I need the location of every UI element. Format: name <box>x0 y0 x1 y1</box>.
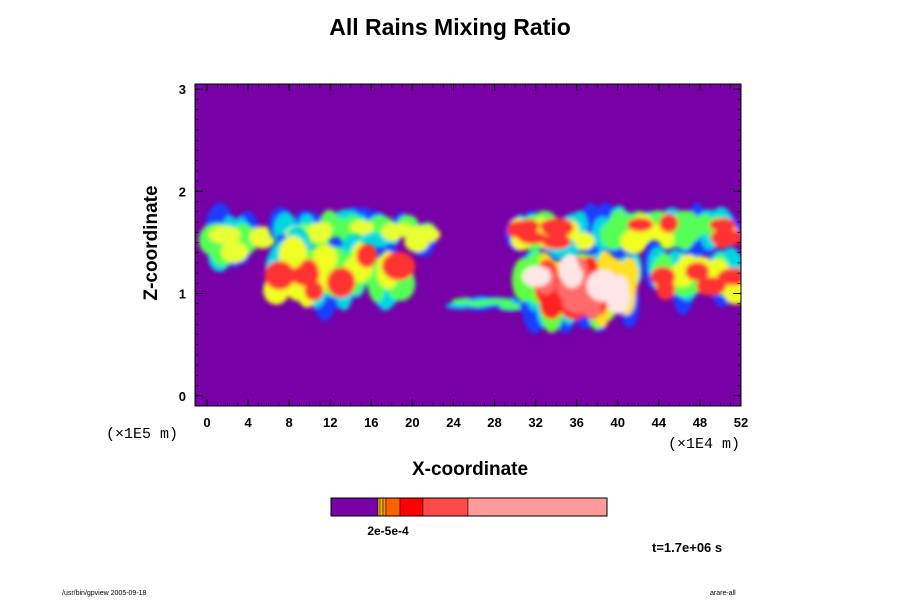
footer-left: /usr/bin/gpview 2005-09-18 <box>62 590 147 597</box>
x-tick-label: 4 <box>244 415 252 430</box>
rain-contour-blob <box>608 275 630 306</box>
colorbar-segment <box>379 497 384 517</box>
rain-contour-blob <box>208 225 241 244</box>
x-tick-label: 12 <box>323 415 337 430</box>
footer-right: arare-all <box>710 590 736 597</box>
rain-contour-blob <box>540 219 571 232</box>
x-tick-label: 28 <box>487 415 501 430</box>
rain-contour-blob <box>312 244 338 273</box>
x-tick-label: 0 <box>203 415 210 430</box>
rain-contour-blob <box>713 230 732 250</box>
x-tick-label: 20 <box>405 415 419 430</box>
x-tick-label: 52 <box>734 415 748 430</box>
rain-contour-blob <box>326 267 356 298</box>
colorbar-frame <box>330 497 608 517</box>
x-scale-label: (×1E4 m) <box>668 436 741 453</box>
x-tick-label: 48 <box>693 415 707 430</box>
rain-contour-blob <box>507 220 540 233</box>
y-tick-label: 1 <box>179 287 186 302</box>
rain-contour-blob <box>518 231 547 245</box>
rain-region <box>268 206 441 259</box>
rain-contour-blob <box>561 262 583 289</box>
x-tick-label: 8 <box>286 415 293 430</box>
rain-contour-blob <box>416 226 441 243</box>
colorbar-segment <box>385 497 401 517</box>
x-tick-label: 44 <box>652 415 667 430</box>
rain-contour-blob <box>685 262 710 281</box>
rain-contour-blob <box>541 233 572 250</box>
rain-contour-blob <box>298 259 319 286</box>
rain-contour-blob <box>627 217 654 232</box>
colorbar-segment <box>467 497 608 517</box>
rain-contour-blob <box>709 218 737 232</box>
rain-contour-blob <box>655 230 675 248</box>
rain-contour-blob <box>656 278 675 301</box>
colorbar-segment <box>330 497 379 517</box>
x-tick-label: 24 <box>446 415 461 430</box>
rain-field <box>198 202 741 334</box>
rain-region <box>263 225 416 321</box>
time-label: t=1.7e+06 s <box>652 540 723 555</box>
rain-contour-blob <box>381 251 416 281</box>
rain-contour-blob <box>220 241 249 263</box>
rain-contour-blob <box>696 277 727 296</box>
rain-contour-blob <box>349 220 374 235</box>
colorbar-tick-label: 2e-5e-4 <box>367 524 409 538</box>
x-tick-label: 40 <box>611 415 625 430</box>
y-tick-label: 3 <box>179 82 186 97</box>
y-scale-label: (×1E5 m) <box>106 426 179 443</box>
colorbar-segment <box>399 497 424 517</box>
rain-contour-blob <box>329 218 353 235</box>
rain-contour-blob <box>574 232 595 250</box>
colorbar-segment <box>382 497 387 517</box>
rain-contour-blob <box>264 260 295 290</box>
colorbar-segment <box>377 497 381 517</box>
x-axis-label: X-coordinate <box>411 459 529 480</box>
rain-contour-blob <box>677 224 695 251</box>
rain-contour-blob <box>451 298 472 305</box>
rain-region <box>643 240 741 315</box>
rain-contour-blob <box>499 303 524 311</box>
rain-region <box>511 234 643 334</box>
rain-contour-blob <box>539 288 564 320</box>
y-tick-label: 0 <box>179 389 186 404</box>
chart-title: All Rains Mixing Ratio <box>329 14 571 40</box>
rain-contour-blob <box>356 243 378 268</box>
rain-contour-blob <box>600 220 628 250</box>
rain-contour-blob <box>522 265 551 288</box>
rain-contour-blob <box>310 224 332 244</box>
rain-region <box>198 202 277 272</box>
rain-contour-blob <box>659 213 679 233</box>
rain-contour-blob <box>481 298 515 305</box>
rain-region <box>505 202 741 262</box>
x-tick-label: 36 <box>569 415 583 430</box>
y-tick-label: 2 <box>179 184 186 199</box>
colorbar-segment <box>422 497 469 517</box>
plot-frame <box>194 83 742 407</box>
rain-contour-blob <box>304 281 324 301</box>
x-tick-label: 32 <box>528 415 542 430</box>
x-tick-label: 16 <box>364 415 378 430</box>
